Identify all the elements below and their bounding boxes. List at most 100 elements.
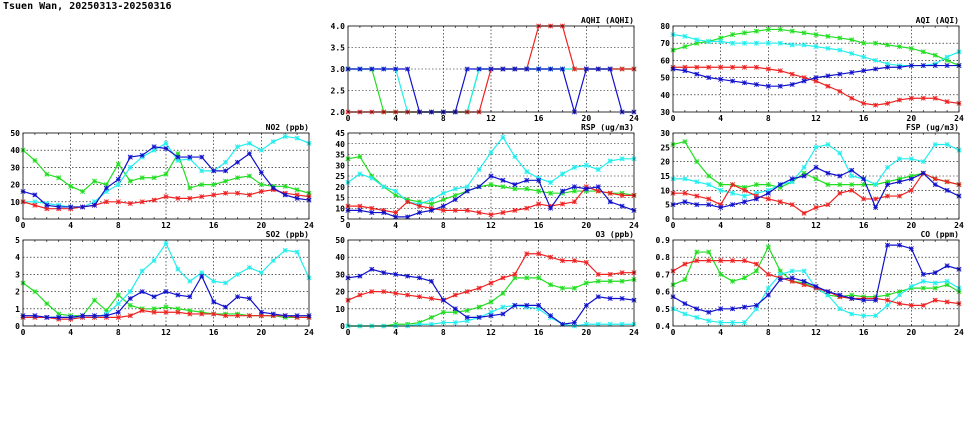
data-point xyxy=(682,199,688,205)
data-point xyxy=(706,202,712,208)
data-point xyxy=(813,44,819,50)
data-point xyxy=(837,35,843,41)
data-point xyxy=(416,294,423,300)
x-tick-label: 0 xyxy=(671,114,676,123)
data-point xyxy=(258,309,264,315)
x-tick-label: 16 xyxy=(859,328,869,337)
data-point xyxy=(211,278,217,284)
y-tick-label: 30 xyxy=(660,129,670,138)
data-point xyxy=(223,159,229,165)
data-point xyxy=(488,313,494,319)
data-point xyxy=(896,301,902,307)
data-point xyxy=(80,188,86,194)
aqhi-title: AQHI (AQHI) xyxy=(581,16,634,25)
data-point xyxy=(452,207,458,213)
data-point xyxy=(476,304,482,310)
data-point xyxy=(548,282,554,288)
data-point xyxy=(151,175,157,181)
data-point xyxy=(127,164,133,170)
data-point xyxy=(381,210,387,216)
data-point xyxy=(223,304,229,310)
x-tick-label: 12 xyxy=(486,114,496,123)
data-point xyxy=(718,306,724,312)
data-point xyxy=(559,188,566,194)
data-point xyxy=(234,271,241,277)
x-tick-label: 16 xyxy=(859,221,869,230)
data-point xyxy=(357,171,363,177)
y-tick-label: 0 xyxy=(15,215,20,224)
data-point xyxy=(139,268,145,274)
data-point xyxy=(583,302,589,308)
data-point xyxy=(607,190,613,196)
data-point xyxy=(825,170,831,176)
data-point xyxy=(873,196,879,202)
data-point xyxy=(199,168,205,174)
data-point xyxy=(536,251,542,257)
data-point xyxy=(896,193,902,199)
data-point xyxy=(464,308,470,314)
x-tick-label: 12 xyxy=(811,221,821,230)
x-tick-label: 12 xyxy=(486,328,496,337)
data-point xyxy=(32,289,38,295)
data-point xyxy=(405,292,411,298)
data-point xyxy=(163,171,169,177)
data-point xyxy=(405,273,411,279)
data-point xyxy=(777,277,783,283)
data-point xyxy=(187,278,193,284)
data-point xyxy=(801,164,807,170)
data-point xyxy=(115,301,121,307)
x-tick-label: 12 xyxy=(811,328,821,337)
data-point xyxy=(595,271,601,277)
data-point xyxy=(175,292,181,298)
data-point xyxy=(234,144,241,150)
y-tick-label: 2.5 xyxy=(331,87,346,96)
y-tick-label: 60 xyxy=(660,56,670,65)
data-point xyxy=(524,186,530,192)
data-point xyxy=(500,210,506,216)
data-point xyxy=(211,311,217,317)
data-point xyxy=(464,289,470,295)
data-point xyxy=(44,314,50,320)
data-point xyxy=(369,66,375,72)
data-point xyxy=(884,100,891,106)
data-point xyxy=(694,193,700,199)
data-point xyxy=(357,207,363,213)
data-point xyxy=(944,141,950,147)
data-point xyxy=(270,139,276,145)
so2-series-3 xyxy=(20,273,312,320)
x-tick-label: 0 xyxy=(346,328,351,337)
data-point xyxy=(932,52,938,58)
data-point xyxy=(127,201,133,207)
data-point xyxy=(294,135,300,141)
data-point xyxy=(476,210,482,216)
data-point xyxy=(813,75,819,81)
data-point xyxy=(559,66,566,72)
data-point xyxy=(524,169,530,175)
data-point xyxy=(416,203,423,209)
data-point xyxy=(258,188,264,194)
data-point xyxy=(825,33,831,39)
data-point xyxy=(932,297,938,303)
data-point xyxy=(199,194,205,200)
x-tick-label: 0 xyxy=(346,114,351,123)
data-point xyxy=(464,188,470,194)
y-tick-label: 50 xyxy=(660,74,670,83)
data-point xyxy=(920,302,926,308)
data-point xyxy=(68,183,74,189)
x-tick-label: 4 xyxy=(68,221,73,230)
data-point xyxy=(512,186,518,192)
data-point xyxy=(294,249,300,255)
fsp-series-3 xyxy=(670,164,962,211)
data-point xyxy=(559,258,566,264)
y-tick-label: 4.0 xyxy=(331,22,346,31)
data-point xyxy=(896,292,902,298)
x-tick-label: 24 xyxy=(629,221,639,230)
data-point xyxy=(741,199,748,205)
data-point xyxy=(682,190,688,196)
y-tick-label: 0.6 xyxy=(656,288,671,297)
x-tick-label: 12 xyxy=(161,221,171,230)
y-tick-label: 50 xyxy=(10,129,20,138)
data-point xyxy=(163,304,169,310)
rsp-plot-frame xyxy=(347,132,635,220)
data-point xyxy=(908,95,914,101)
